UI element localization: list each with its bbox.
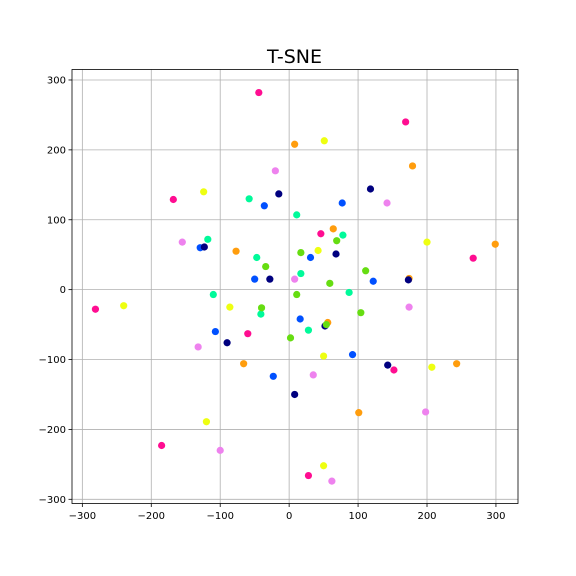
scatter-point-spring-green (304, 326, 313, 334)
scatter-point-lime (333, 237, 341, 245)
scatter-point-hot-pink (169, 195, 177, 204)
x-tick-label: −200 (138, 511, 165, 522)
scatter-point-hot-pink (390, 366, 398, 374)
scatter-point-blue (211, 327, 219, 336)
scatter-point-yellow (320, 137, 328, 145)
scatter-point-spring-green (339, 231, 347, 239)
scatter-point-blue (251, 275, 259, 283)
scatter-point-violet (216, 446, 224, 454)
y-tick-label: 100 (47, 215, 66, 226)
scatter-point-hot-pink (304, 471, 313, 480)
scatter-point-orange (453, 360, 461, 368)
scatter-point-navy (332, 250, 340, 258)
scatter-point-lime (357, 309, 365, 317)
x-tick-label: 100 (349, 511, 368, 522)
x-tick-label: 0 (286, 511, 292, 522)
scatter-point-hot-pink (244, 330, 252, 338)
data-points (91, 88, 499, 485)
x-tick-label: 200 (417, 511, 436, 522)
scatter-point-lime (297, 249, 305, 257)
scatter-point-hot-pink (469, 254, 477, 262)
scatter-point-spring-green (297, 269, 305, 278)
scatter-point-spring-green (257, 310, 265, 318)
y-tick-label: 300 (47, 75, 66, 86)
scatter-point-orange (329, 225, 337, 233)
scatter-point-hot-pink (255, 88, 263, 97)
scatter-point-yellow (226, 303, 234, 311)
scatter-point-lime (322, 320, 330, 329)
plot-frame (71, 69, 519, 504)
scatter-point-blue (348, 351, 357, 359)
scatter-point-lime (326, 279, 334, 287)
scatter-point-navy (266, 275, 274, 283)
x-tick-label: −100 (206, 511, 233, 522)
y-tick-label: 0 (60, 285, 66, 296)
scatter-point-lime (262, 262, 270, 271)
scatter-point-spring-green (245, 195, 253, 203)
scatter-point-navy (200, 243, 208, 251)
scatter-point-violet (291, 275, 299, 283)
scatter-point-navy (384, 361, 392, 369)
y-axis-ticks: −300 −200 −100 0 100 200 300 (39, 75, 72, 506)
scatter-point-yellow (314, 246, 322, 255)
y-tick-label: −200 (39, 425, 66, 436)
scatter-point-yellow (120, 302, 128, 310)
chart-title: T-SNE (266, 46, 322, 68)
scatter-point-violet (194, 343, 202, 351)
scatter-point-lime (362, 267, 370, 275)
scatter-point-violet (383, 199, 391, 207)
x-axis-ticks: −300 −200 −100 0 100 200 300 (69, 503, 505, 522)
scatter-point-yellow (423, 238, 431, 246)
scatter-point-navy (366, 185, 375, 193)
scatter-point-orange (355, 409, 363, 417)
scatter-point-violet (328, 477, 336, 485)
scatter-point-lime (293, 290, 301, 299)
y-tick-label: −100 (39, 355, 66, 366)
y-tick-label: −300 (39, 495, 66, 506)
grid-lines (72, 69, 518, 504)
scatter-point-orange (291, 140, 299, 148)
scatter-point-navy (223, 339, 231, 347)
scatter-point-yellow (202, 418, 211, 426)
scatter-point-orange (240, 360, 248, 368)
y-tick-label: 200 (47, 145, 66, 156)
scatter-point-yellow (200, 188, 208, 196)
scatter-point-spring-green (345, 288, 353, 297)
scatter-point-navy (275, 190, 283, 198)
scatter-point-violet (422, 408, 430, 416)
scatter-point-orange (232, 247, 240, 255)
scatter-point-blue (306, 253, 315, 262)
scatter-point-blue (260, 202, 268, 210)
scatter-point-spring-green (209, 290, 217, 299)
scatter-point-spring-green (293, 211, 301, 219)
scatter-point-lime (286, 334, 295, 342)
scatter-point-spring-green (253, 253, 261, 262)
scatter-point-yellow (428, 363, 436, 371)
scatter-point-lime (257, 304, 266, 312)
scatter-point-orange (491, 240, 499, 248)
scatter-point-blue (296, 315, 304, 323)
scatter-point-hot-pink (402, 118, 410, 126)
scatter-point-yellow (320, 352, 328, 360)
scatter-point-orange (408, 162, 417, 170)
scatter-point-violet (309, 371, 317, 379)
scatter-point-hot-pink (158, 441, 166, 450)
scatter-point-navy (404, 276, 412, 284)
scatter-point-spring-green (204, 235, 212, 243)
x-tick-label: 300 (486, 511, 505, 522)
scatter-point-violet (178, 238, 186, 246)
scatter-point-navy (291, 390, 299, 399)
scatter-point-blue (269, 372, 277, 380)
scatter-point-violet (405, 303, 413, 311)
scatter-point-violet (271, 167, 279, 175)
scatter-point-yellow (320, 462, 328, 470)
scatter-point-hot-pink (317, 230, 325, 238)
scatter-point-blue (369, 277, 377, 285)
scatter-point-blue (338, 199, 346, 207)
x-tick-label: −300 (69, 511, 96, 522)
scatter-point-hot-pink (91, 305, 100, 313)
